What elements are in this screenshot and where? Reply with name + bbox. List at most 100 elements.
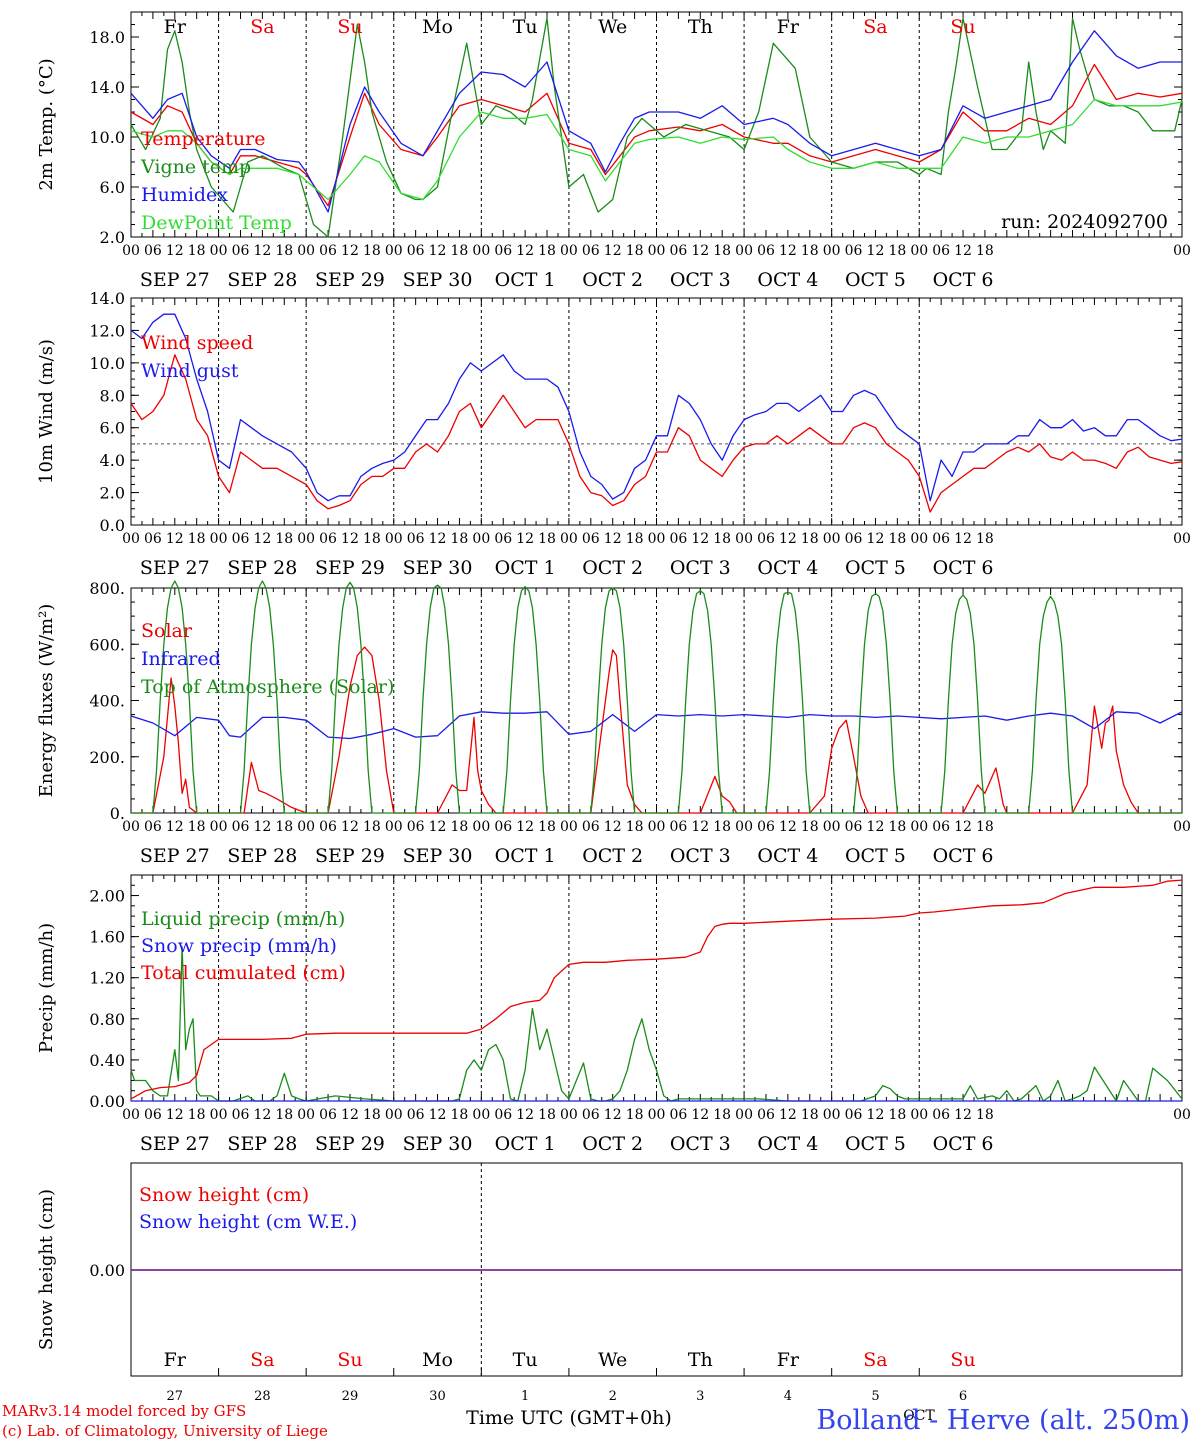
hour-label: 12 — [867, 531, 885, 547]
hour-label: 06 — [494, 531, 512, 547]
hour-label: 00 — [122, 531, 140, 547]
legend-entry: Vigne temp — [140, 156, 251, 178]
hour-label: 00 — [910, 243, 928, 259]
day-label: We — [598, 1349, 627, 1371]
hour-label: 06 — [669, 1107, 687, 1123]
hour-label: 12 — [253, 243, 271, 259]
hour-label: 00 — [648, 243, 666, 259]
hour-label: 12 — [604, 243, 622, 259]
date-label: SEP 29 — [315, 557, 385, 579]
hour-label: 06 — [144, 1107, 162, 1123]
legend-entry: Infrared — [141, 648, 221, 670]
panel-4: 0.00 0.40 0.80 1.20 1.60 2.00 Precip (mm/h) Liq… — [36, 874, 1191, 1155]
hour-label: 00 — [910, 1107, 928, 1123]
hour-label: 12 — [429, 1107, 447, 1123]
day-number: 3 — [696, 1389, 704, 1404]
date-label: OCT 1 — [495, 1133, 556, 1155]
day-number: 29 — [342, 1389, 359, 1404]
hour-label: 06 — [407, 1107, 425, 1123]
date-label: SEP 28 — [227, 845, 297, 867]
hour-label: 12 — [604, 1107, 622, 1123]
lab-credit: (c) Lab. of Climatology, University of L… — [2, 1422, 328, 1440]
hour-label: 12 — [341, 819, 359, 835]
date-label: OCT 6 — [933, 557, 994, 579]
hour-label: 00 — [560, 531, 578, 547]
hour-label: 12 — [779, 1107, 797, 1123]
y-tick-label: 0. — [110, 804, 125, 823]
hour-label: 06 — [932, 531, 950, 547]
panel-2: 0.0 2.0 4.0 6.0 8.0 10.0 12.0 14.0 10m Wind (m/s… — [36, 289, 1191, 579]
hour-label: 18 — [275, 243, 293, 259]
day-number: 4 — [784, 1389, 792, 1404]
hour-label: 00 — [122, 243, 140, 259]
legend-entry: DewPoint Temp — [141, 212, 292, 234]
hour-label: 06 — [144, 819, 162, 835]
location-label: Bolland - Herve (alt. 250m) — [816, 1405, 1190, 1436]
day-label: Mo — [422, 1349, 453, 1371]
hour-label: 06 — [232, 1107, 250, 1123]
hour-label: 18 — [451, 531, 469, 547]
hour-label: 00 — [560, 243, 578, 259]
hour-label: 18 — [275, 531, 293, 547]
day-label: Fr — [164, 16, 187, 38]
date-label: OCT 6 — [933, 269, 994, 291]
y-tick-label: 400. — [89, 692, 125, 711]
date-label: SEP 27 — [140, 845, 210, 867]
hour-label: 00 — [297, 819, 315, 835]
day-label: We — [598, 16, 627, 38]
hour-label: 18 — [451, 1107, 469, 1123]
hour-label: 18 — [188, 819, 206, 835]
hour-label: 12 — [954, 531, 972, 547]
y-tick-label: 8.0 — [100, 386, 125, 405]
date-label: OCT 4 — [757, 557, 818, 579]
date-label: SEP 28 — [227, 557, 297, 579]
hour-label: 06 — [144, 243, 162, 259]
legend-entry: Top of Atmosphere (Solar) — [141, 676, 394, 698]
y-tick-label: 12.0 — [89, 321, 125, 340]
hour-label: 18 — [363, 243, 381, 259]
hour-label: 00 — [472, 819, 490, 835]
hour-label: 06 — [757, 1107, 775, 1123]
hour-label: 18 — [976, 819, 994, 835]
y-tick-label: 2.00 — [89, 887, 125, 906]
legend-entry: Snow precip (mm/h) — [141, 935, 337, 957]
y-tick-label: 4.0 — [100, 451, 125, 470]
y-tick-label: 0.80 — [89, 1010, 125, 1029]
hour-label: 12 — [341, 1107, 359, 1123]
hour-label: 06 — [669, 243, 687, 259]
month-label: OCT — [903, 1408, 935, 1424]
hour-label: 00 — [823, 243, 841, 259]
day-number: 1 — [521, 1389, 529, 1404]
y-tick-label: 0.0 — [100, 516, 125, 535]
hour-label: 18 — [626, 243, 644, 259]
hour-label: 00 — [1173, 531, 1191, 547]
y-tick-label: 0.00 — [89, 1261, 125, 1280]
hour-label: 12 — [166, 243, 184, 259]
series-line — [130, 946, 1183, 1102]
hour-label: 18 — [888, 819, 906, 835]
legend-entry: Solar — [141, 620, 193, 642]
y-tick-label: 2.0 — [100, 228, 125, 247]
hour-label: 00 — [385, 243, 403, 259]
date-label: OCT 5 — [845, 557, 906, 579]
day-number: 30 — [429, 1389, 446, 1404]
date-label: SEP 28 — [227, 1133, 297, 1155]
hour-label: 06 — [232, 819, 250, 835]
date-label: SEP 30 — [403, 269, 473, 291]
hour-label: 18 — [275, 819, 293, 835]
hour-label: 18 — [888, 243, 906, 259]
legend-entry: Liquid precip (mm/h) — [141, 908, 345, 930]
hour-label: 06 — [407, 243, 425, 259]
day-label: Th — [688, 16, 713, 38]
hour-label: 00 — [648, 531, 666, 547]
hour-label: 06 — [932, 1107, 950, 1123]
date-label: OCT 1 — [495, 557, 556, 579]
date-label: OCT 2 — [582, 269, 643, 291]
hour-label: 12 — [867, 819, 885, 835]
hour-label: 06 — [582, 243, 600, 259]
hour-label: 18 — [363, 531, 381, 547]
y-tick-label: 14.0 — [89, 78, 125, 97]
hour-label: 12 — [691, 819, 709, 835]
y-tick-label: 200. — [89, 748, 125, 767]
